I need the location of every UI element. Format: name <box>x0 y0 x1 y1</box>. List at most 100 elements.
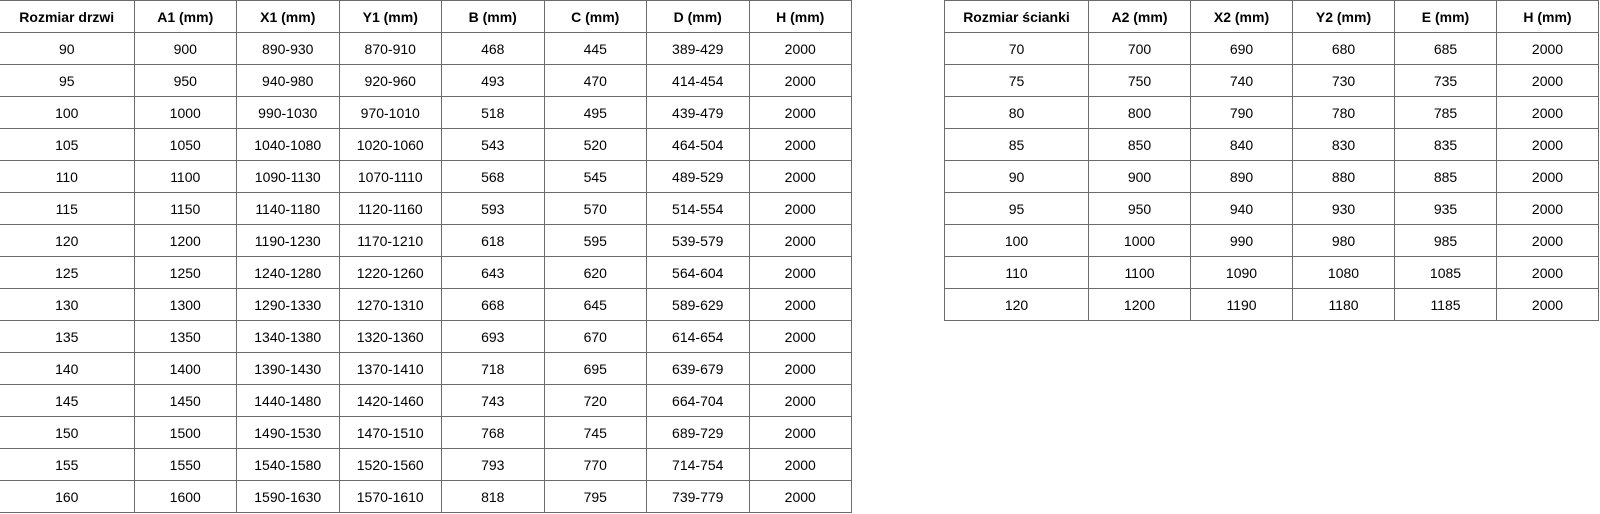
table-cell: 1220-1260 <box>338 256 442 289</box>
table-cell: 2000 <box>748 32 852 65</box>
table-cell: 950 <box>1088 192 1191 225</box>
table-cell: 1300 <box>133 288 237 321</box>
table-cell: 470 <box>543 64 647 97</box>
column-header: A2 (mm) <box>1088 0 1191 33</box>
table-cell: 2000 <box>1496 96 1599 129</box>
table-cell: 685 <box>1394 32 1497 65</box>
table-cell: 950 <box>133 64 237 97</box>
table-cell: 2000 <box>1496 224 1599 257</box>
column-header: H (mm) <box>1496 0 1599 33</box>
table-cell: 1320-1360 <box>338 320 442 353</box>
table-cell: 870-910 <box>338 32 442 65</box>
table-cell: 1250 <box>133 256 237 289</box>
table-cell: 930 <box>1292 192 1395 225</box>
table-cell: 668 <box>441 288 545 321</box>
table-cell: 818 <box>441 480 545 513</box>
table-row: 140 1400 1390-1430 1370-1410 718 695 639-679 20… <box>0 352 852 385</box>
table-cell: 2000 <box>1496 128 1599 161</box>
table-cell: 389-429 <box>646 32 750 65</box>
table-cell: 1440-1480 <box>236 384 340 417</box>
table-row: 130 1300 1290-1330 1270-1310 668 645 589-629 20… <box>0 288 852 321</box>
table-row: 95 950 940 930 935 2000 <box>944 192 1599 225</box>
table-cell: 2000 <box>748 384 852 417</box>
table-cell: 514-554 <box>646 192 750 225</box>
table-cell: 743 <box>441 384 545 417</box>
table-row: 100 1000 990-1030 970-1010 518 495 439-479 2000 <box>0 96 852 129</box>
table-cell: 780 <box>1292 96 1395 129</box>
table-cell: 564-604 <box>646 256 750 289</box>
table-cell: 90 <box>0 32 135 65</box>
table-cell: 2000 <box>748 64 852 97</box>
table-cell: 940 <box>1190 192 1293 225</box>
table-row: 95 950 940-980 920-960 493 470 414-454 2000 <box>0 64 852 97</box>
table-cell: 664-704 <box>646 384 750 417</box>
table-cell: 445 <box>543 32 647 65</box>
table-cell: 489-529 <box>646 160 750 193</box>
table-row: 70 700 690 680 685 2000 <box>944 32 1599 65</box>
table-cell: 793 <box>441 448 545 481</box>
table-row: 110 1100 1090-1130 1070-1110 568 545 489-529 20… <box>0 160 852 193</box>
table-cell: 1090 <box>1190 256 1293 289</box>
table-cell: 835 <box>1394 128 1497 161</box>
table-cell: 1050 <box>133 128 237 161</box>
table-cell: 639-679 <box>646 352 750 385</box>
table-cell: 140 <box>0 352 135 385</box>
table-row: 115 1150 1140-1180 1120-1160 593 570 514-554 20… <box>0 192 852 225</box>
table-cell: 110 <box>0 160 135 193</box>
table-row: 120 1200 1190-1230 1170-1210 618 595 539-579 20… <box>0 224 852 257</box>
table-cell: 1400 <box>133 352 237 385</box>
table-cell: 1040-1080 <box>236 128 340 161</box>
table-row: 155 1550 1540-1580 1520-1560 793 770 714-754 20… <box>0 448 852 481</box>
table-cell: 2000 <box>748 288 852 321</box>
table-cell: 970-1010 <box>338 96 442 129</box>
door-size-table: Rozmiar drzwi A1 (mm) X1 (mm) Y1 (mm) B (mm)… <box>0 0 852 513</box>
table-row: 110 1100 1090 1080 1085 2000 <box>944 256 1599 289</box>
table-cell: 75 <box>944 64 1089 97</box>
table-cell: 1020-1060 <box>338 128 442 161</box>
table-cell: 543 <box>441 128 545 161</box>
table-cell: 2000 <box>748 256 852 289</box>
table-cell: 105 <box>0 128 135 161</box>
table-cell: 890 <box>1190 160 1293 193</box>
table-cell: 1100 <box>1088 256 1191 289</box>
table-cell: 1420-1460 <box>338 384 442 417</box>
table-cell: 980 <box>1292 224 1395 257</box>
table-cell: 1070-1110 <box>338 160 442 193</box>
table-cell: 493 <box>441 64 545 97</box>
table-cell: 2000 <box>748 416 852 449</box>
table-row: 150 1500 1490-1530 1470-1510 768 745 689-729 20… <box>0 416 852 449</box>
table-cell: 545 <box>543 160 647 193</box>
table-cell: 2000 <box>1496 64 1599 97</box>
table-row: 105 1050 1040-1080 1020-1060 543 520 464-504 20… <box>0 128 852 161</box>
column-header: D (mm) <box>646 0 750 33</box>
table-cell: 115 <box>0 192 135 225</box>
table-cell: 468 <box>441 32 545 65</box>
table-cell: 595 <box>543 224 647 257</box>
table-cell: 740 <box>1190 64 1293 97</box>
table-cell: 1000 <box>1088 224 1191 257</box>
table-cell: 718 <box>441 352 545 385</box>
column-header: E (mm) <box>1394 0 1497 33</box>
table-cell: 2000 <box>748 352 852 385</box>
table-cell: 1185 <box>1394 288 1497 321</box>
table-cell: 900 <box>1088 160 1191 193</box>
table-cell: 680 <box>1292 32 1395 65</box>
table-cell: 1520-1560 <box>338 448 442 481</box>
table-cell: 593 <box>441 192 545 225</box>
table-cell: 700 <box>1088 32 1191 65</box>
table-cell: 795 <box>543 480 647 513</box>
table-row: 90 900 890-930 870-910 468 445 389-429 2000 <box>0 32 852 65</box>
table-cell: 693 <box>441 320 545 353</box>
column-header: X2 (mm) <box>1190 0 1293 33</box>
table-cell: 1080 <box>1292 256 1395 289</box>
table-cell: 1500 <box>133 416 237 449</box>
table-cell: 1350 <box>133 320 237 353</box>
table-cell: 160 <box>0 480 135 513</box>
table-cell: 100 <box>944 224 1089 257</box>
table-cell: 464-504 <box>646 128 750 161</box>
table-cell: 940-980 <box>236 64 340 97</box>
table-cell: 880 <box>1292 160 1395 193</box>
table-cell: 120 <box>944 288 1089 321</box>
table-cell: 935 <box>1394 192 1497 225</box>
table-cell: 900 <box>133 32 237 65</box>
